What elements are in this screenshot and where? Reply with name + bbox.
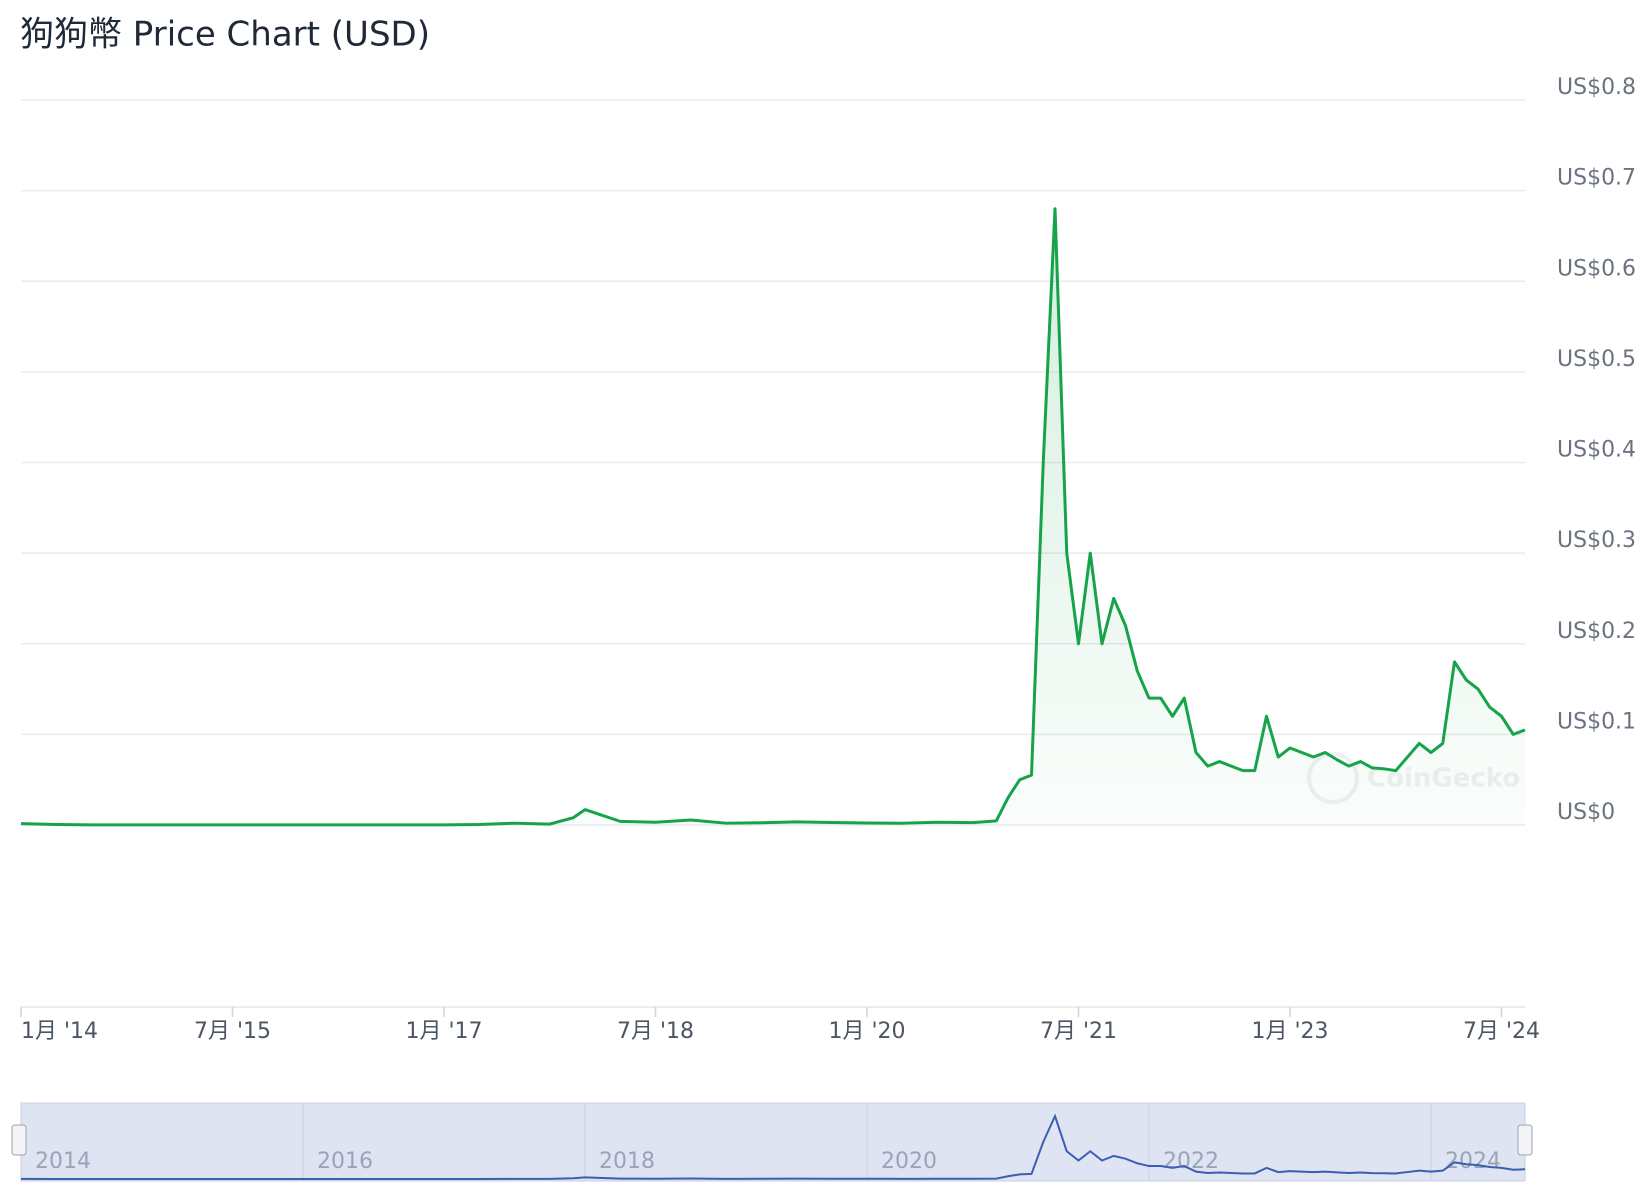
chart-title: 狗狗幣 Price Chart (USD): [20, 15, 430, 55]
y-tick-label: US$0: [1557, 800, 1615, 825]
navigator-label: 2024: [1445, 1149, 1501, 1174]
x-tick-label: 7月 '15: [194, 1019, 271, 1044]
price-area: [21, 208, 1525, 825]
navigator-label: 2014: [35, 1149, 91, 1174]
y-tick-label: US$0.1: [1557, 709, 1636, 734]
navigator-line: [20, 1113, 1526, 1180]
navigator-handle-left[interactable]: [11, 1124, 27, 1156]
y-tick-label: US$0.7: [1557, 166, 1636, 191]
y-tick-label: US$0.6: [1557, 256, 1636, 281]
x-tick-label: 1月 '20: [828, 1019, 905, 1044]
y-tick-label: US$0.3: [1557, 528, 1636, 553]
y-tick-label: US$0.8: [1557, 75, 1636, 100]
y-tick-label: US$0.2: [1557, 619, 1636, 644]
price-line: [20, 207, 1526, 827]
y-tick-label: US$0.4: [1557, 438, 1636, 463]
navigator[interactable]: [20, 1102, 1526, 1182]
x-tick-label: 7月 '21: [1040, 1019, 1117, 1044]
x-tick-label: 7月 '24: [1463, 1019, 1540, 1044]
navigator-label: 2020: [881, 1149, 937, 1174]
x-tick-label: 1月 '14: [21, 1019, 98, 1044]
navigator-handle-right[interactable]: [1517, 1124, 1533, 1156]
x-tick-label: 7月 '18: [617, 1019, 694, 1044]
navigator-label: 2018: [599, 1149, 655, 1174]
x-tick-label: 1月 '23: [1251, 1019, 1328, 1044]
x-tick-label: 1月 '17: [405, 1019, 482, 1044]
navigator-label: 2016: [317, 1149, 373, 1174]
y-tick-label: US$0.5: [1557, 347, 1636, 372]
